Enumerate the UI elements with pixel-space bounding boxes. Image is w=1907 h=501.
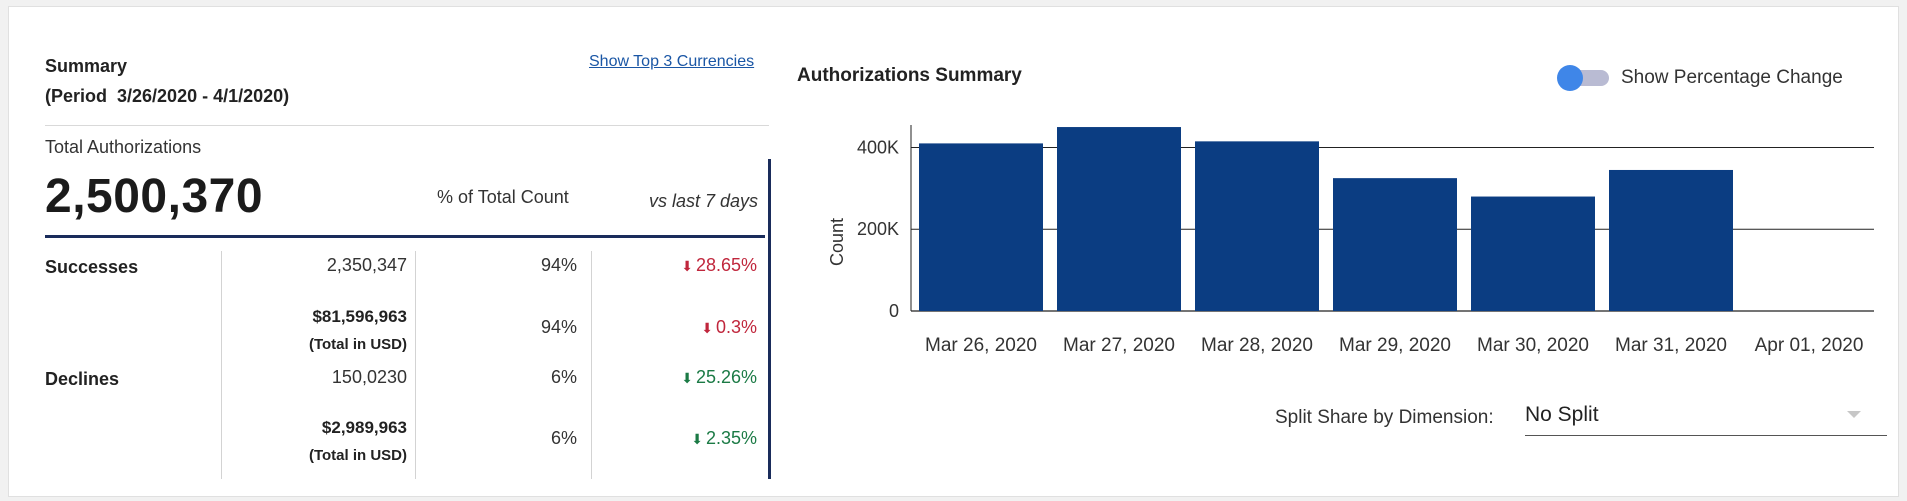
declines-label: Declines [45,369,120,389]
declines-change: ⬇ 25.26% [681,367,757,387]
authorizations-bar-chart: 0 200K 400K Mar 26, 2020 Mar 27, 2020 Mar 28,… [827,125,1874,356]
successes-count: 2,350,347 [326,255,407,275]
declines-count: 150,0230 [331,367,407,387]
total-authorizations-value: 2,500,370 [45,170,264,223]
summary-header: Summary (Period 3/26/2020 - 4/1/2020) [45,51,289,111]
bar [1057,127,1181,312]
chart-title: Authorizations Summary [797,65,1022,86]
x-tick-label: Mar 31, 2020 [1615,335,1727,356]
show-top-currencies-link[interactable]: Show Top 3 Currencies [589,53,755,70]
chevron-down-icon [1847,411,1861,418]
successes-pct: 94% [540,255,577,275]
dashboard-card: Summary (Period 3/26/2020 - 4/1/2020) Sh… [8,6,1899,497]
arrow-down-icon: ⬇ [691,431,703,447]
x-tick-label: Mar 28, 2020 [1201,335,1313,356]
split-dimension-select[interactable]: No Split [1525,397,1887,436]
x-tick-label: Mar 26, 2020 [925,335,1037,356]
bar [1195,141,1319,311]
successes-change: ⬇ 28.65% [681,255,757,275]
percentage-change-toggle[interactable] [1557,65,1611,91]
column-divider [221,251,222,479]
y-axis-title: Count [827,218,847,266]
total-authorizations-label: Total Authorizations [45,137,202,157]
percentage-change-label: Show Percentage Change [1621,67,1843,88]
arrow-down-icon: ⬇ [701,320,713,336]
x-tick-label: Mar 27, 2020 [1063,335,1175,356]
y-tick-label: 200K [857,219,899,239]
declines-usd-pct: 6% [550,428,577,448]
summary-title: Summary [45,56,128,76]
x-tick-label: Mar 29, 2020 [1339,335,1451,356]
successes-usd-total: $81,596,963 (Total in USD) [308,307,407,353]
x-tick-label: Apr 01, 2020 [1755,335,1864,356]
arrow-down-icon: ⬇ [681,370,693,386]
arrow-down-icon: ⬇ [681,258,693,274]
pct-total-count-header: % of Total Count [437,187,569,207]
successes-usd-change: ⬇ 0.3% [701,317,757,337]
successes-usd-pct: 94% [540,317,577,337]
split-selected-value: No Split [1525,403,1599,426]
divider [45,125,769,126]
bar [1609,169,1733,311]
bar [1471,196,1595,311]
toggle-knob [1557,65,1583,91]
declines-usd-change: ⬇ 2.35% [691,428,757,448]
header-divider [45,235,765,238]
declines-usd-total: $2,989,963 (Total in USD) [308,418,407,464]
declines-pct: 6% [550,367,577,387]
vs-last-7-days-header: vs last 7 days [649,191,759,211]
y-tick-label: 400K [857,137,899,157]
column-divider [415,251,416,479]
split-share-label: Split Share by Dimension: [1275,407,1494,428]
section-divider [768,159,771,479]
bar [919,143,1043,311]
y-tick-label: 0 [889,301,899,321]
summary-period: (Period 3/26/2020 - 4/1/2020) [45,86,290,106]
x-tick-label: Mar 30, 2020 [1477,335,1589,356]
bar [1333,178,1457,311]
successes-label: Successes [45,257,139,277]
column-divider [591,251,592,479]
